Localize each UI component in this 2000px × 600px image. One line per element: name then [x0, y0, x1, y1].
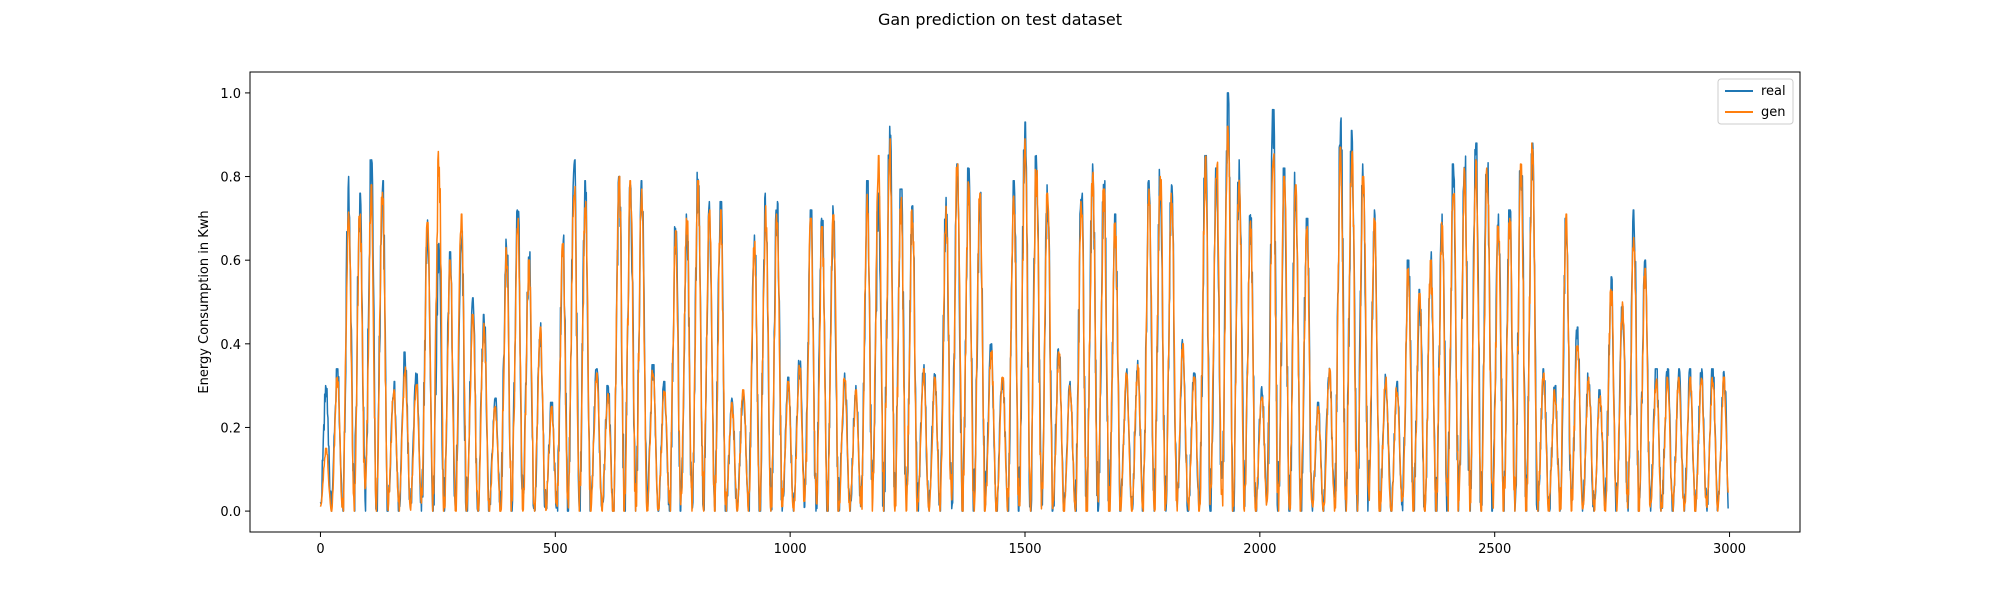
legend-label-real: real — [1761, 84, 1786, 99]
x-tick-label: 2500 — [1478, 542, 1511, 557]
y-tick-label: 0.8 — [220, 171, 241, 186]
legend-label-gen: gen — [1761, 105, 1786, 120]
y-tick-label: 0.2 — [220, 421, 241, 436]
y-tick-label: 0.4 — [220, 338, 241, 353]
x-tick-label: 1500 — [1008, 542, 1041, 557]
y-tick-label: 0.6 — [220, 254, 241, 269]
x-tick-label: 500 — [543, 542, 568, 557]
x-tick-label: 3000 — [1713, 542, 1746, 557]
series-line-gen — [319, 125, 1729, 512]
y-tick-label: 1.0 — [220, 87, 241, 102]
y-axis-title: Energy Consumption in Kwh — [197, 210, 212, 393]
series-layer — [319, 92, 1729, 512]
x-axis: 0 500 1000 1500 2000 2500 3000 — [316, 532, 1746, 557]
chart-title: Gan prediction on test dataset — [878, 10, 1122, 29]
x-tick-label: 2000 — [1243, 542, 1276, 557]
y-axis: 0.0 0.2 0.4 0.6 0.8 1.0 — [220, 87, 250, 520]
y-tick-label: 0.0 — [220, 505, 241, 520]
legend: real gen — [1717, 78, 1794, 125]
x-tick-label: 0 — [316, 542, 324, 557]
x-tick-label: 1000 — [774, 542, 807, 557]
